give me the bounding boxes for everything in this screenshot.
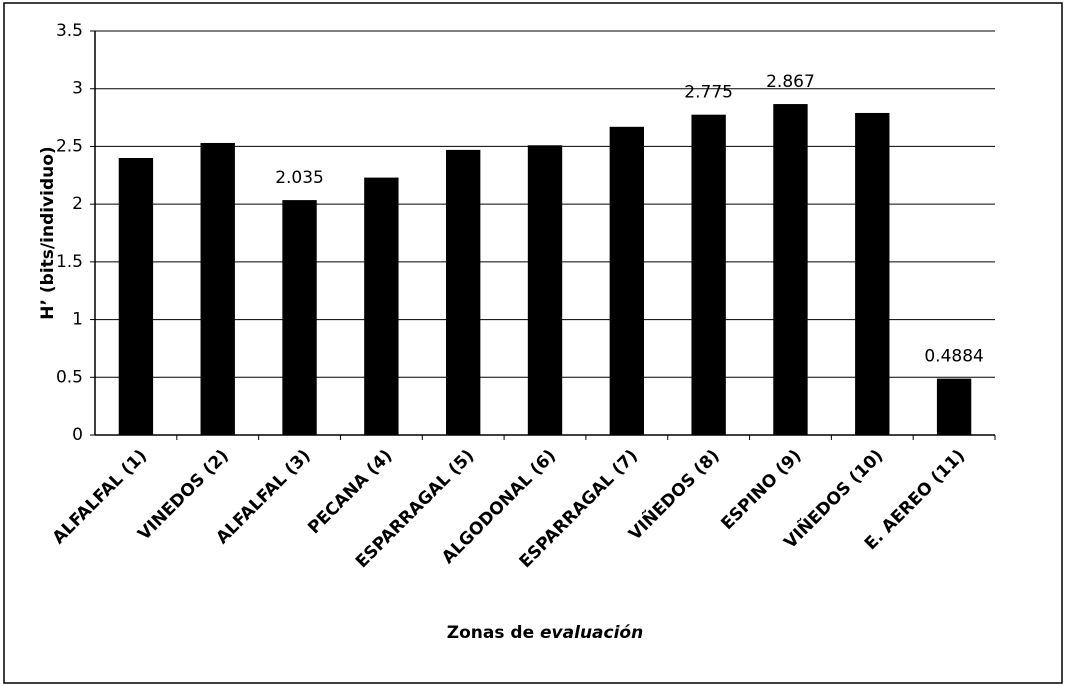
x-tick-label: PECANA (4)	[304, 446, 396, 538]
bar	[855, 112, 890, 435]
y-tick-label: 3	[72, 79, 83, 99]
y-tick-label: 2	[72, 194, 83, 214]
bar	[364, 177, 399, 435]
y-tick-label: 0	[72, 425, 83, 445]
data-label: 2.867	[766, 72, 815, 92]
bar	[936, 378, 972, 435]
data-label: 2.775	[684, 83, 733, 103]
bar	[773, 104, 808, 435]
bar	[527, 145, 563, 435]
x-axis-title-plain: Zonas de	[447, 623, 534, 643]
y-tick-label: 0.5	[56, 367, 83, 387]
data-label: 0.4884	[924, 347, 983, 367]
x-axis-title-italic: evaluación	[540, 623, 643, 643]
bar	[200, 142, 235, 436]
bar	[446, 149, 481, 436]
bar	[609, 126, 644, 435]
y-tick-label: 3.5	[56, 21, 83, 41]
x-tick-label: ESPINO (9)	[717, 446, 805, 534]
data-label: 2.035	[275, 168, 324, 188]
bar	[691, 114, 726, 435]
x-axis-title: Zonas de evaluación	[447, 623, 643, 643]
bar	[282, 200, 317, 435]
chart-frame	[3, 2, 1063, 684]
y-tick-label: 2.5	[56, 136, 83, 156]
y-axis-title: H’ (bits/individuo)	[38, 146, 58, 319]
y-tick-label: 1	[72, 310, 83, 330]
y-tick-label: 1.5	[56, 252, 83, 272]
bar	[118, 157, 154, 435]
